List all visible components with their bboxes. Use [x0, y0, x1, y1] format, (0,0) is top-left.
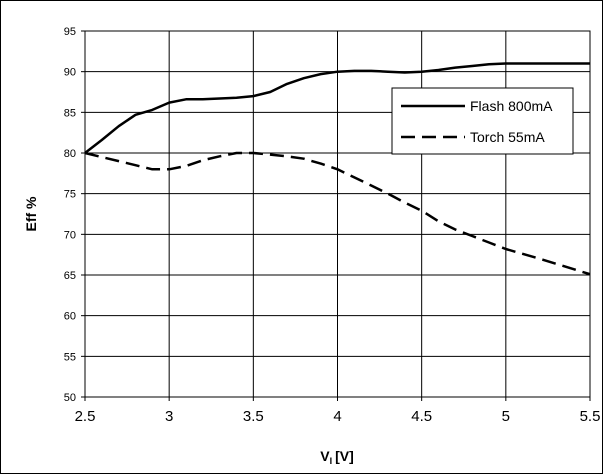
x-tick-label-5: 5 [502, 408, 510, 425]
x-axis-title-subscript: I [330, 456, 333, 466]
x-axis-title: VI [V] [320, 448, 354, 466]
x-tick-label-4: 4 [333, 408, 341, 425]
y-tick-label-80: 80 [64, 148, 76, 160]
y-tick-label-85: 85 [64, 107, 76, 119]
legend-box [391, 87, 574, 155]
y-tick-labels: 50 55 60 65 70 75 80 85 90 95 [64, 26, 76, 404]
series-line-0 [84, 62, 590, 154]
x-axis-title-main: V [320, 448, 330, 464]
y-tick-label-90: 90 [64, 67, 76, 79]
series-line-1 [84, 151, 591, 276]
y-axis-title: Eff % [23, 196, 39, 232]
x-axis-title-unit: [V] [335, 448, 354, 464]
y-tick-label-75: 75 [64, 189, 76, 201]
y-tick-label-70: 70 [64, 229, 76, 241]
series-lines [84, 62, 591, 276]
legend: Flash 800mA Torch 55mA [391, 87, 574, 155]
y-tick-label-55: 55 [64, 351, 76, 363]
x-tick-label-3.5: 3.5 [243, 408, 264, 425]
x-tick-label-3: 3 [165, 408, 173, 425]
y-tick-label-50: 50 [64, 392, 76, 404]
x-tick-label-2.5: 2.5 [75, 408, 96, 425]
y-tick-label-95: 95 [64, 26, 76, 38]
y-tick-label-60: 60 [64, 311, 76, 323]
x-tick-labels: 2.5 3 3.5 4 4.5 5 5.5 [75, 408, 601, 425]
x-tick-label-4.5: 4.5 [411, 408, 432, 425]
legend-label-torch: Torch 55mA [470, 129, 545, 145]
y-tick-label-65: 65 [64, 270, 76, 282]
x-tick-label-5.5: 5.5 [580, 408, 601, 425]
legend-label-flash: Flash 800mA [470, 98, 553, 114]
